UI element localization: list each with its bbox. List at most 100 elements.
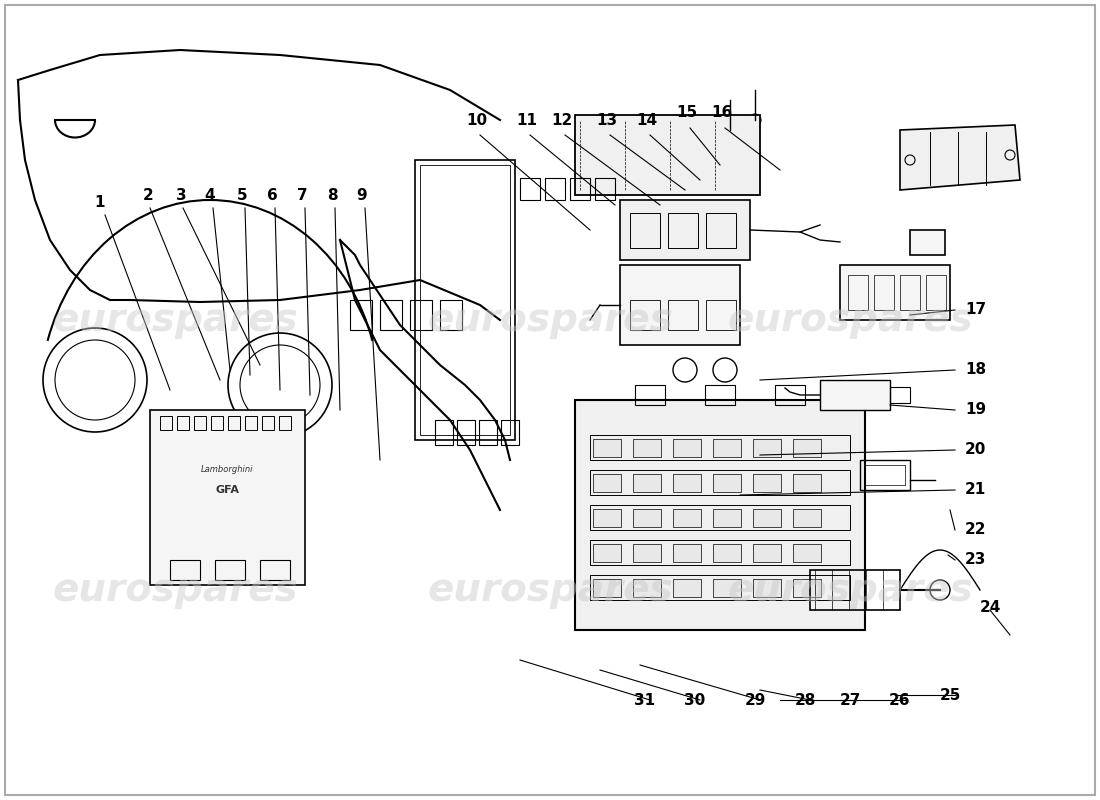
Bar [350, 300, 372, 330]
Bar [575, 115, 760, 195]
Bar [793, 439, 821, 457]
Bar [713, 439, 741, 457]
Text: 19: 19 [965, 402, 986, 418]
Bar [673, 439, 701, 457]
Bar [434, 420, 453, 445]
Text: eurospares: eurospares [727, 301, 972, 339]
Bar [590, 540, 850, 565]
Text: 25: 25 [939, 688, 960, 703]
Text: 30: 30 [684, 693, 705, 708]
Circle shape [279, 571, 292, 583]
Bar [713, 544, 741, 562]
Bar [595, 178, 615, 200]
Bar [673, 579, 701, 597]
Text: 27: 27 [839, 693, 860, 708]
Text: 24: 24 [979, 600, 1001, 615]
Bar [673, 544, 701, 562]
Bar [260, 560, 290, 580]
Bar [705, 385, 735, 405]
Text: 4: 4 [205, 188, 216, 203]
Bar [478, 420, 497, 445]
Text: 6: 6 [266, 188, 277, 203]
Bar [793, 579, 821, 597]
Bar [632, 544, 661, 562]
Text: Lamborghini: Lamborghini [200, 466, 253, 474]
Text: 21: 21 [965, 482, 987, 498]
Bar [211, 416, 223, 430]
Bar [793, 509, 821, 527]
Bar [668, 300, 698, 330]
Text: 10: 10 [466, 113, 487, 128]
Bar [673, 509, 701, 527]
Bar [262, 416, 274, 430]
Bar [620, 200, 750, 260]
Text: 2: 2 [143, 188, 153, 203]
Bar [214, 560, 245, 580]
Bar [440, 300, 462, 330]
Text: 12: 12 [551, 113, 573, 128]
Text: 14: 14 [637, 113, 658, 128]
Text: 16: 16 [712, 105, 733, 120]
Text: 11: 11 [517, 113, 538, 128]
Bar [632, 439, 661, 457]
Bar [228, 416, 240, 430]
Bar [632, 579, 661, 597]
Bar [420, 165, 510, 435]
Bar [410, 300, 432, 330]
Text: 8: 8 [327, 188, 338, 203]
Bar [150, 410, 305, 585]
Bar [900, 275, 920, 310]
Bar [593, 439, 622, 457]
Text: 18: 18 [965, 362, 986, 378]
Bar [848, 275, 868, 310]
Text: 5: 5 [236, 188, 248, 203]
Bar [865, 465, 905, 485]
Text: 23: 23 [965, 553, 987, 567]
Bar [754, 474, 781, 492]
Bar [415, 160, 515, 440]
Bar [754, 579, 781, 597]
Bar [456, 420, 475, 445]
Bar [630, 300, 660, 330]
Text: eurospares: eurospares [52, 301, 298, 339]
Bar [668, 213, 698, 248]
Bar [520, 178, 540, 200]
Bar [194, 416, 206, 430]
Bar [926, 275, 946, 310]
Bar [910, 230, 945, 255]
Bar [635, 385, 666, 405]
Bar [632, 509, 661, 527]
Text: 1: 1 [95, 195, 106, 210]
Bar [754, 544, 781, 562]
Bar [279, 416, 292, 430]
Bar [820, 380, 890, 410]
Bar [632, 474, 661, 492]
Bar [620, 265, 740, 345]
Bar [170, 560, 200, 580]
Bar [673, 474, 701, 492]
Bar [590, 435, 850, 460]
Bar [590, 470, 850, 495]
Bar [754, 439, 781, 457]
Text: 9: 9 [356, 188, 367, 203]
Bar [810, 570, 900, 610]
Text: 26: 26 [889, 693, 911, 708]
Circle shape [184, 571, 196, 583]
Bar [793, 544, 821, 562]
Bar [379, 300, 401, 330]
Text: eurospares: eurospares [52, 571, 298, 609]
Bar [593, 509, 622, 527]
Text: 15: 15 [676, 105, 697, 120]
Bar [713, 509, 741, 527]
Bar [593, 579, 622, 597]
Bar [890, 387, 910, 403]
Bar [593, 544, 622, 562]
Bar [860, 460, 910, 490]
Text: eurospares: eurospares [727, 571, 972, 609]
Bar [754, 509, 781, 527]
Text: eurospares: eurospares [427, 301, 673, 339]
Text: 28: 28 [794, 693, 816, 708]
Text: eurospares: eurospares [427, 571, 673, 609]
Text: 17: 17 [965, 302, 986, 318]
Bar [590, 505, 850, 530]
